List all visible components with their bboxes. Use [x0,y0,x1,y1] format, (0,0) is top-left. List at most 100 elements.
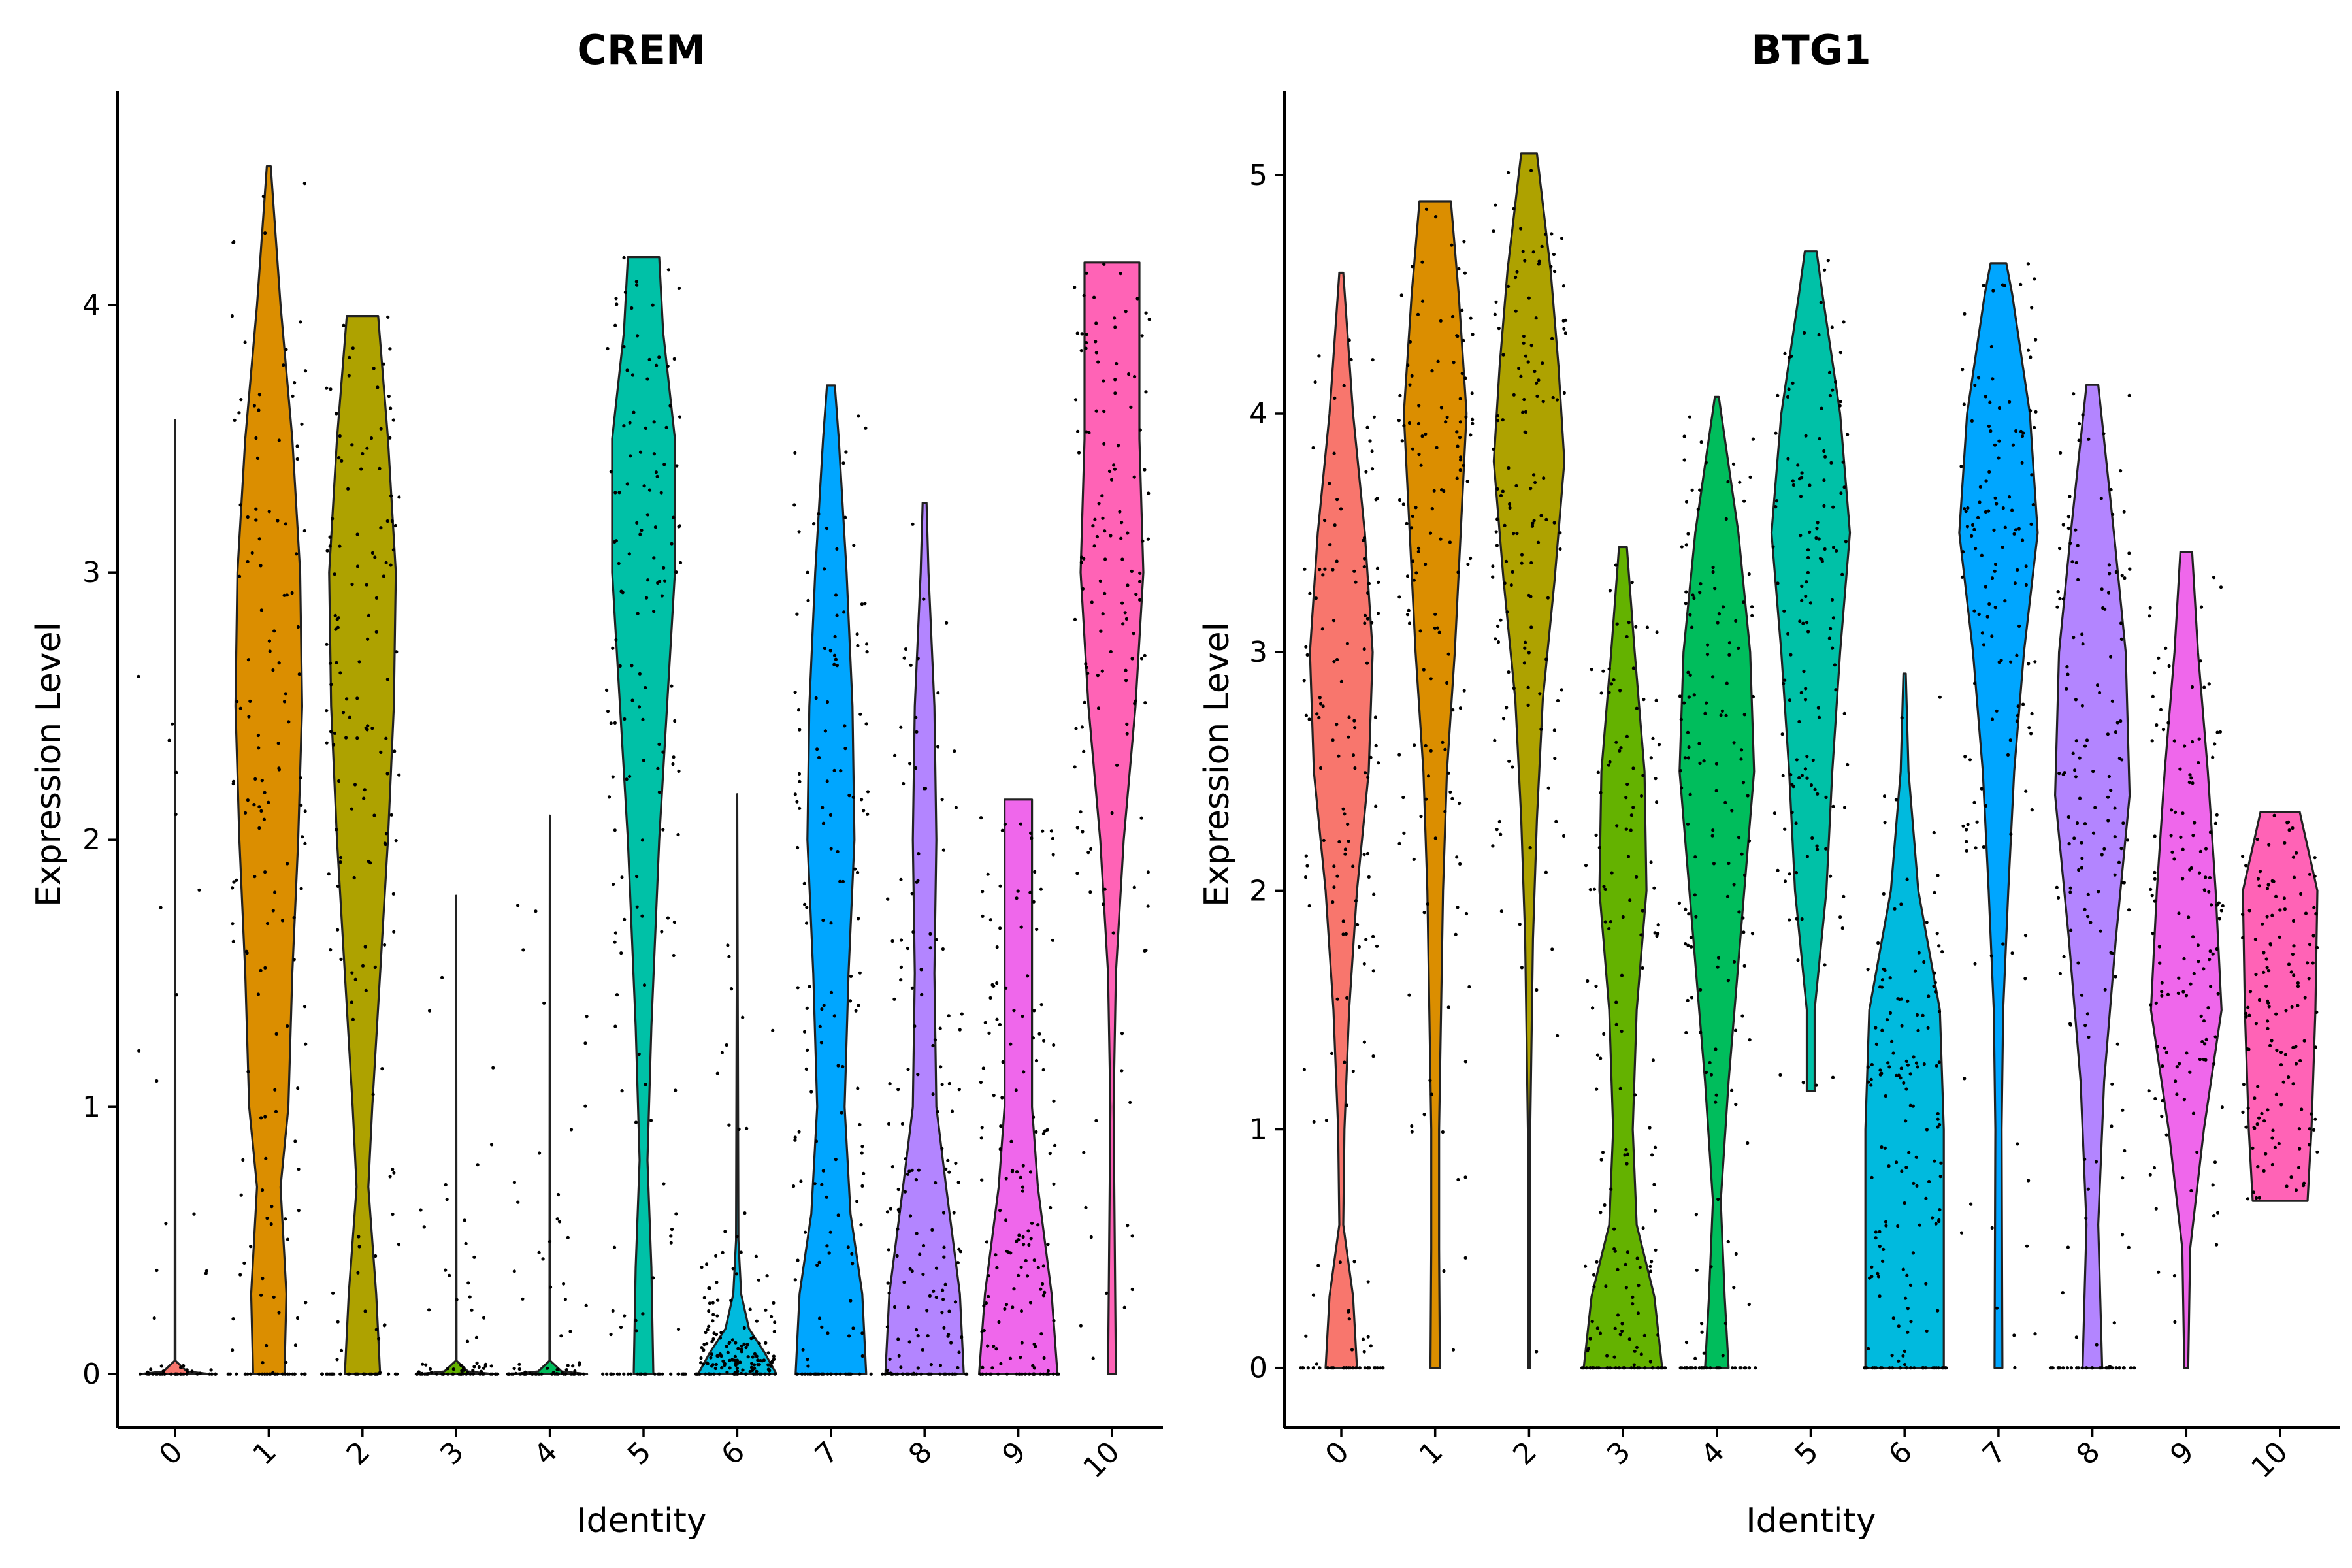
jitter-point [979,1080,983,1085]
jitter-point [1900,716,1904,720]
jitter-point [1083,700,1086,704]
jitter-point [1686,730,1690,734]
jitter-point [192,1212,196,1216]
jitter-point [2125,838,2130,842]
jitter-point [2084,1217,2088,1220]
jitter-point [336,928,340,932]
jitter-point [1643,1366,1647,1370]
jitter-point [1581,1366,1585,1370]
jitter-point [274,1109,278,1113]
jitter-point [2020,434,2025,438]
jitter-point [863,602,867,606]
jitter-point [2080,841,2083,845]
jitter-point [1445,681,1449,685]
jitter-point [795,612,799,616]
jitter-point [1789,773,1793,777]
jitter-point [276,742,280,745]
jitter-point [1511,570,1514,574]
jitter-point [720,1051,724,1054]
jitter-point [925,1309,929,1313]
jitter-point [864,426,868,430]
jitter-point [1362,564,1366,569]
jitter-point [622,345,626,349]
jitter-point [834,657,838,661]
violin-0 [1299,271,1385,1370]
jitter-point [1696,507,1700,511]
jitter-point [2313,1117,2317,1121]
jitter-point [2062,955,2066,958]
jitter-point [348,355,351,360]
jitter-point [2217,917,2221,921]
jitter-point [605,688,609,692]
jitter-point [2103,988,2107,992]
jitter-point [640,529,644,532]
jitter-point [1311,446,1315,450]
jitter-point [680,1372,684,1376]
jitter-point [958,1250,962,1254]
jitter-point [265,1216,269,1220]
jitter-point [366,637,370,641]
jitter-point [2294,1045,2298,1049]
jitter-point [698,1372,702,1376]
jitter-point [335,412,338,416]
jitter-point [2177,976,2181,980]
jitter-point [1720,709,1724,713]
jitter-point [434,1372,438,1376]
jitter-point [773,1320,777,1324]
jitter-point [477,1365,481,1369]
jitter-point [286,1237,289,1241]
jitter-point [338,855,343,860]
jitter-point [2199,1014,2203,1018]
jitter-point [2068,541,2072,546]
jitter-point [2155,1045,2159,1049]
y-tick-label: 3 [82,556,101,589]
jitter-point [1590,1320,1594,1324]
jitter-point [941,848,945,852]
jitter-point [725,1345,728,1348]
jitter-point [2298,1058,2302,1063]
jitter-point [1045,1372,1049,1376]
jitter-point [1533,369,1537,374]
jitter-point [361,964,365,968]
jitter-point [2270,1039,2274,1043]
jitter-point [1000,1096,1004,1100]
jitter-point [1689,1366,1693,1370]
jitter-point [1970,534,1974,538]
jitter-point [2191,781,2195,785]
jitter-point [348,715,351,719]
jitter-point [496,1372,500,1376]
jitter-point [644,685,647,690]
jitter-point [2262,951,2266,955]
jitter-point [2020,461,2024,465]
jitter-point [656,766,660,770]
jitter-point [1591,1006,1595,1010]
jitter-point [1613,1326,1617,1330]
jitter-point [1302,1068,1306,1071]
jitter-point [854,1009,858,1013]
jitter-point [569,1128,574,1132]
jitter-point [257,537,261,541]
jitter-point [662,1182,666,1186]
jitter-point [919,968,923,972]
jitter-point [1458,420,1462,424]
jitter-point [2254,972,2258,977]
jitter-point [2215,1211,2220,1215]
jitter-point [355,736,359,740]
jitter-point [471,1372,476,1376]
jitter-point [1011,1305,1015,1309]
jitter-point [2114,570,2118,574]
jitter-point [848,999,853,1003]
jitter-point [2266,1108,2270,1112]
jitter-point [448,1273,451,1277]
jitter-point [1422,911,1426,915]
jitter-point [1692,693,1696,697]
jitter-point [1632,1363,1636,1367]
jitter-point [1783,351,1787,355]
jitter-point [634,1120,638,1124]
jitter-point [2264,1152,2268,1156]
jitter-point [645,513,649,517]
jitter-point [1615,622,1619,626]
jitter-point [1886,1061,1890,1065]
jitter-point [284,1217,287,1221]
jitter-point [2291,855,2295,859]
